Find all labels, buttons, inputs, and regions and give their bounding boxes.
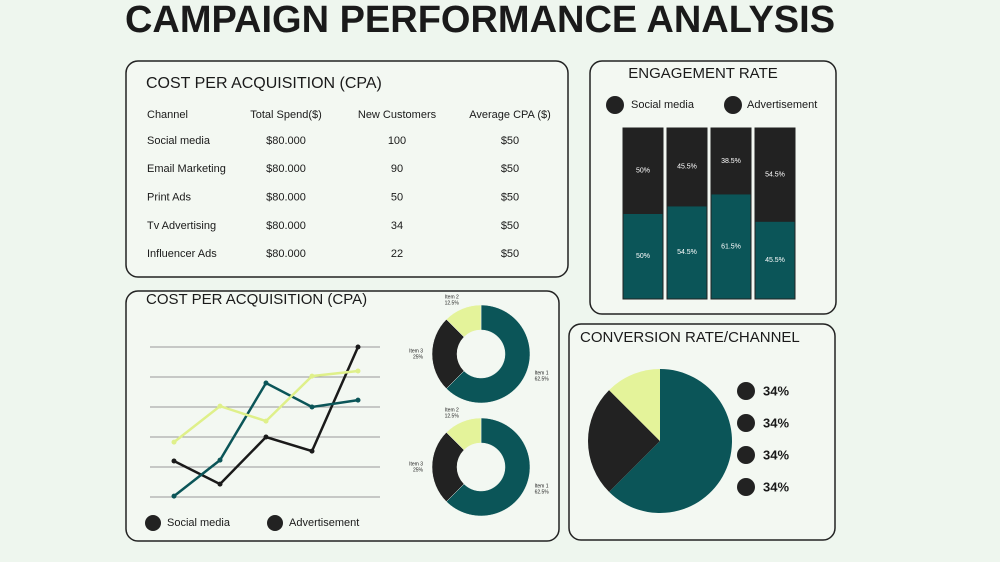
pie-slice <box>588 390 660 492</box>
value-label: 45.5% <box>677 164 697 171</box>
table-cell: $50 <box>501 220 519 232</box>
line-point <box>355 397 361 403</box>
table-cell: $80.000 <box>266 163 306 175</box>
chart-title: COST PER ACQUISITION (CPA) <box>146 291 367 308</box>
slice-value: 62.5% <box>535 490 550 496</box>
table-cell: Influencer Ads <box>147 248 217 260</box>
table-cell: Social media <box>147 135 211 147</box>
slice-label: Item 3 <box>409 348 423 354</box>
table-cell: 50 <box>391 192 403 204</box>
donut-slice <box>445 304 482 338</box>
line-point <box>355 368 361 374</box>
bar-segment <box>622 127 664 214</box>
table-cell: $80.000 <box>266 135 306 147</box>
value-label: 38.5% <box>721 158 741 165</box>
table-cell: 100 <box>388 135 406 147</box>
table-title: COST PER ACQUISITION (CPA) <box>146 75 382 92</box>
line-point <box>171 493 177 499</box>
legend-label: Advertisement <box>747 99 817 111</box>
bar-segment <box>710 193 752 300</box>
chart-title: ENGAGEMENT RATE <box>628 65 777 82</box>
page-title: CAMPAIGN PERFORMANCE ANALYSIS <box>125 0 835 41</box>
legend-marker <box>737 382 755 400</box>
table-cell: $50 <box>501 135 519 147</box>
slice-label: Item 2 <box>445 295 459 301</box>
legend-label: Social media <box>167 517 231 529</box>
table-cell: Email Marketing <box>147 163 226 175</box>
value-label: 54.5% <box>677 249 697 256</box>
slice-value: 62.5% <box>535 377 550 383</box>
slice-value: 25% <box>413 354 424 360</box>
bar-segment <box>666 205 708 300</box>
bar-segment <box>754 127 796 222</box>
legend-label: 34% <box>763 447 789 462</box>
table-cell: Print Ads <box>147 192 192 204</box>
table-cell: $80.000 <box>266 220 306 232</box>
value-label: 61.5% <box>721 243 741 250</box>
table-cell: $50 <box>501 163 519 175</box>
slice-label: Item 3 <box>409 461 423 467</box>
legend-marker <box>267 515 283 531</box>
legend-marker <box>145 515 161 531</box>
legend-label: 34% <box>763 383 789 398</box>
bar-segment <box>622 213 664 300</box>
donut-slice <box>445 417 482 451</box>
column-header: Average CPA ($) <box>469 109 551 121</box>
table-cell: $50 <box>501 248 519 260</box>
line-point <box>217 403 223 409</box>
legend-marker <box>737 414 755 432</box>
slice-value: 12.5% <box>445 414 460 420</box>
legend-label: Advertisement <box>289 517 359 529</box>
line-point <box>217 481 223 487</box>
legend-marker <box>724 96 742 114</box>
line-point <box>355 344 361 350</box>
slice-value: 12.5% <box>445 301 460 307</box>
line-point <box>309 373 315 379</box>
table-cell: $80.000 <box>266 248 306 260</box>
line-point <box>171 439 177 445</box>
line-point <box>217 457 223 463</box>
column-header: New Customers <box>358 109 437 121</box>
legend-label: 34% <box>763 479 789 494</box>
line-point <box>309 404 315 410</box>
line-point <box>309 448 315 454</box>
legend-marker <box>737 446 755 464</box>
pie-slice <box>609 369 733 513</box>
bar-segment <box>710 127 752 195</box>
column-header: Channel <box>147 109 188 121</box>
value-label: 54.5% <box>765 171 785 178</box>
table-panel <box>125 60 569 278</box>
slice-label: Item 1 <box>535 484 549 490</box>
table-cell: Tv Advertising <box>147 220 216 232</box>
line-point <box>263 434 269 440</box>
pie-slice <box>609 369 660 441</box>
line-point <box>171 458 177 464</box>
line-point <box>263 380 269 386</box>
table-cell: 90 <box>391 163 403 175</box>
value-label: 50% <box>636 253 650 260</box>
legend-marker <box>737 478 755 496</box>
legend-marker <box>606 96 624 114</box>
chart-title: CONVERSION RATE/CHANNEL <box>580 329 800 346</box>
slice-label: Item 1 <box>535 371 549 377</box>
table-cell: 34 <box>391 220 403 232</box>
legend-label: 34% <box>763 415 789 430</box>
column-header: Total Spend($) <box>250 109 322 121</box>
slice-value: 25% <box>413 467 424 473</box>
table-cell: 22 <box>391 248 403 260</box>
bar-segment <box>666 127 708 207</box>
value-label: 45.5% <box>765 257 785 264</box>
table-cell: $80.000 <box>266 192 306 204</box>
legend-label: Social media <box>631 99 695 111</box>
value-label: 50% <box>636 168 650 175</box>
table-cell: $50 <box>501 192 519 204</box>
line-point <box>263 418 269 424</box>
slice-label: Item 2 <box>445 408 459 414</box>
